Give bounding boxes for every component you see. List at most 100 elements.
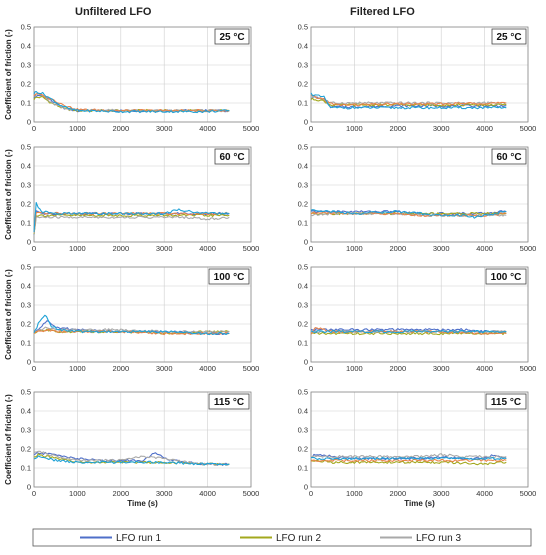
y-tick-label: 0.2 [298, 445, 308, 454]
series-line [33, 326, 230, 334]
y-tick-label: 0.4 [21, 407, 31, 416]
series-line [311, 456, 507, 461]
x-tick-label: 4000 [199, 489, 216, 498]
plot-frame [33, 266, 252, 363]
series-line [310, 328, 507, 334]
x-tick-label: 2000 [389, 124, 406, 133]
x-tick-label: 0 [309, 124, 313, 133]
temperature-label: 115 °C [491, 397, 521, 408]
x-tick-label: 2000 [389, 364, 406, 373]
temperature-box [491, 28, 527, 45]
temperature-box [208, 268, 250, 285]
x-tick-label: 2000 [112, 124, 129, 133]
temperature-box [485, 393, 527, 410]
y-tick-label: 0.2 [21, 80, 31, 89]
x-tick-label: 3000 [433, 489, 450, 498]
x-tick-label: 0 [32, 489, 36, 498]
plot-frame [310, 391, 529, 488]
y-tick-label: 0.5 [21, 143, 31, 152]
y-tick-label: 0.3 [298, 61, 308, 70]
y-tick-label: 0.1 [21, 339, 31, 348]
series-line [310, 209, 507, 219]
x-tick-label: 1000 [346, 489, 363, 498]
temperature-label: 25 °C [496, 32, 521, 43]
y-tick-label: 0 [304, 238, 308, 247]
series-line [310, 94, 507, 107]
x-tick-label: 5000 [520, 364, 537, 373]
legend: LFO run 1 LFO run 2 LFO run 3 [32, 528, 532, 547]
temperature-label: 100 °C [214, 272, 245, 283]
legend-label-run1: LFO run 1 [116, 533, 161, 544]
y-tick-label: 0.5 [21, 263, 31, 272]
y-tick-label: 0.3 [21, 426, 31, 435]
y-tick-label: 0.4 [298, 407, 308, 416]
chart-panel-3: 0 0.1 0.2 0.3 0.4 0.5 0 1000 2000 3000 4000 5000 60 … [298, 143, 537, 254]
series-line [310, 453, 507, 459]
temperature-box [214, 148, 250, 165]
temperature-label: 100 °C [491, 272, 522, 283]
temperature-box [208, 393, 250, 410]
chart-panel-4: 0 0.1 0.2 0.3 0.4 0.5 0 1000 2000 3000 4000 5000 100… [4, 263, 259, 374]
y-tick-label: 0.3 [298, 181, 308, 190]
y-tick-label: 0.1 [298, 464, 308, 473]
y-tick-label: 0.3 [298, 301, 308, 310]
x-tick-label: 1000 [69, 244, 86, 253]
y-tick-label: 0.5 [298, 23, 308, 32]
temperature-box [214, 28, 250, 45]
y-tick-label: 0 [27, 238, 31, 247]
x-tick-label: 3000 [156, 124, 173, 133]
series-line [310, 94, 507, 105]
y-tick-label: 0.1 [21, 99, 31, 108]
x-tick-label: 2000 [112, 364, 129, 373]
y-tick-label: 0.5 [21, 388, 31, 397]
y-tick-label: 0.2 [21, 200, 31, 209]
x-tick-label: 3000 [433, 244, 450, 253]
series-line [33, 94, 230, 113]
y-tick-label: 0.2 [298, 80, 308, 89]
plot-frame [310, 266, 529, 363]
temperature-label: 25 °C [219, 32, 244, 43]
x-tick-label: 0 [309, 364, 313, 373]
y-tick-label: 0.5 [298, 388, 308, 397]
y-tick-label: 0.4 [21, 282, 31, 291]
y-tick-label: 0.4 [21, 42, 31, 51]
chart-panel-5: 0 0.1 0.2 0.3 0.4 0.5 0 1000 2000 3000 4000 5000 100… [298, 263, 537, 374]
x-tick-label: 0 [309, 244, 313, 253]
temperature-label: 60 °C [219, 152, 244, 163]
chart-panel-2: 0 0.1 0.2 0.3 0.4 0.5 0 1000 2000 3000 4000 5000 60 … [4, 143, 259, 254]
series-line [33, 328, 230, 335]
y-tick-label: 0.3 [298, 426, 308, 435]
legend-box [32, 528, 532, 547]
y-tick-label: 0.4 [298, 162, 308, 171]
plot-frame [33, 26, 252, 123]
x-tick-label: 2000 [389, 489, 406, 498]
plot-frame [33, 146, 252, 243]
x-tick-label: 2000 [112, 489, 129, 498]
y-tick-label: 0 [27, 118, 31, 127]
series-line [33, 92, 230, 113]
series-line [33, 328, 230, 336]
x-tick-label: 4000 [199, 244, 216, 253]
x-tick-label: 2000 [112, 244, 129, 253]
x-tick-label: 1000 [69, 364, 86, 373]
y-tick-label: 0 [304, 483, 308, 492]
y-tick-label: 0.5 [21, 23, 31, 32]
x-tick-label: 0 [32, 364, 36, 373]
x-axis-title: Time (s) [404, 499, 435, 508]
chart-panel-1: 0 0.1 0.2 0.3 0.4 0.5 0 1000 2000 3000 4000 5000 25 … [298, 23, 537, 134]
y-tick-label: 0.1 [298, 99, 308, 108]
series-line [33, 314, 230, 336]
x-axis-title: Time (s) [127, 499, 158, 508]
x-tick-label: 0 [32, 124, 36, 133]
series-line [33, 90, 230, 114]
y-tick-label: 0.1 [298, 339, 308, 348]
plot-frame [310, 26, 529, 123]
x-tick-label: 4000 [199, 364, 216, 373]
y-tick-label: 0.5 [298, 263, 308, 272]
y-tick-label: 0.2 [21, 445, 31, 454]
y-axis-title: Coefficient of friction (-) [4, 149, 13, 240]
temperature-label: 60 °C [496, 152, 521, 163]
chart-panel-0: 0 0.1 0.2 0.3 0.4 0.5 0 1000 2000 3000 4000 5000 25 … [4, 23, 259, 134]
